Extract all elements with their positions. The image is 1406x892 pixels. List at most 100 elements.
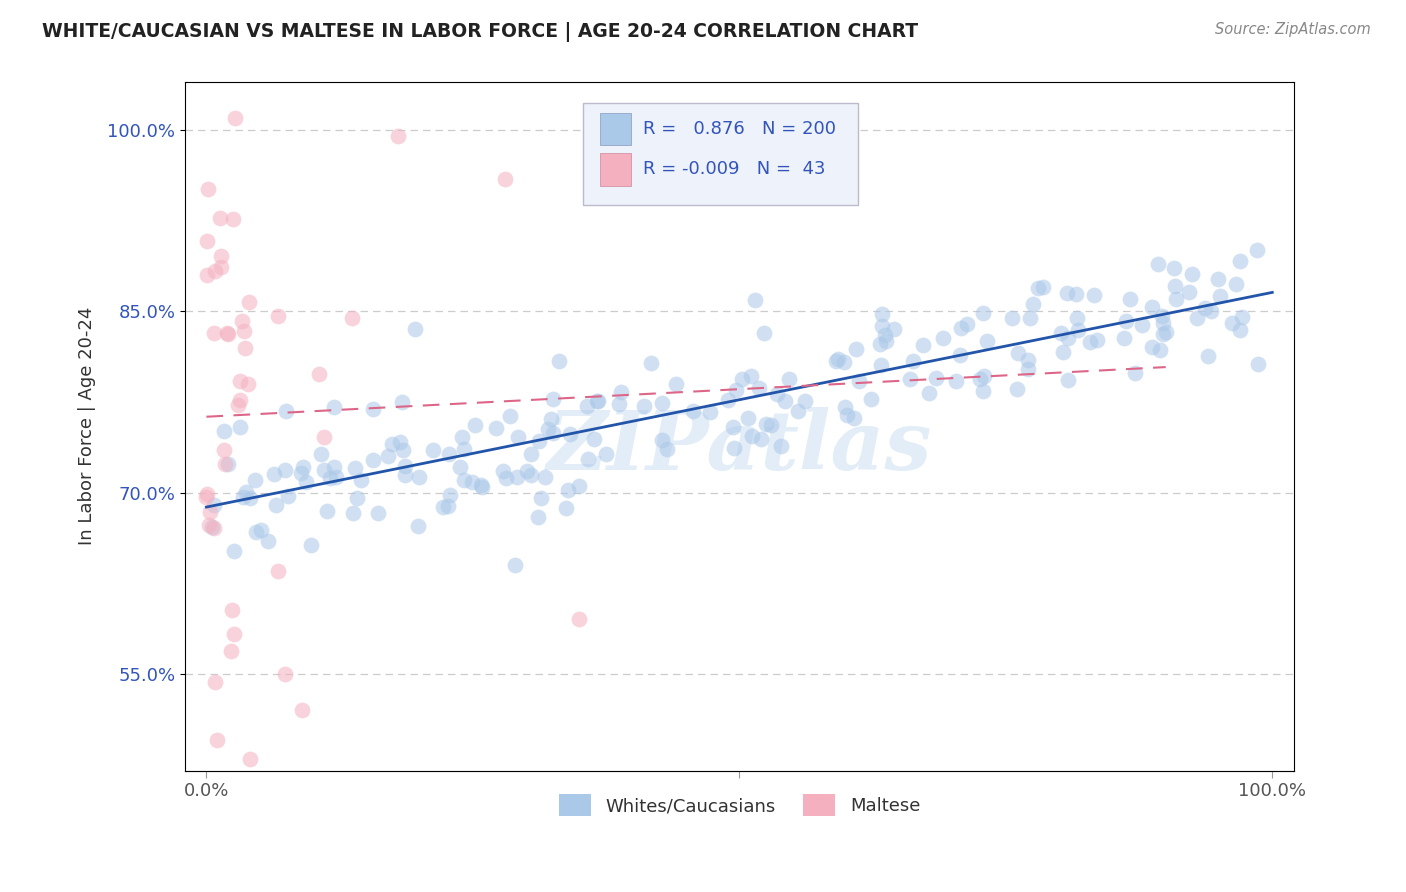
Point bbox=[222, 211, 245, 226]
Legend: Whites/Caucasians, Maltese: Whites/Caucasians, Maltese bbox=[551, 787, 928, 823]
Point bbox=[506, 470, 529, 484]
Point bbox=[787, 403, 810, 417]
Point bbox=[1163, 279, 1185, 293]
Point bbox=[453, 473, 475, 487]
Point bbox=[664, 377, 686, 392]
Point bbox=[340, 310, 363, 325]
Point bbox=[1232, 310, 1254, 325]
Point bbox=[1150, 309, 1173, 323]
Point bbox=[274, 403, 297, 417]
Point bbox=[1085, 334, 1108, 348]
Point bbox=[870, 358, 893, 372]
Point bbox=[717, 393, 740, 408]
Point bbox=[950, 321, 973, 335]
Point bbox=[1123, 366, 1146, 380]
Point bbox=[264, 498, 287, 512]
Point bbox=[555, 501, 578, 516]
Point bbox=[1001, 311, 1024, 326]
Point bbox=[1018, 311, 1040, 326]
Point bbox=[1056, 286, 1078, 301]
Point bbox=[205, 733, 228, 747]
Point bbox=[1118, 292, 1140, 306]
Point bbox=[901, 354, 924, 368]
Point bbox=[391, 395, 413, 409]
Point bbox=[949, 348, 972, 362]
Point bbox=[325, 469, 347, 483]
Point bbox=[311, 447, 333, 461]
Point bbox=[682, 404, 704, 418]
Point bbox=[1152, 327, 1174, 342]
Y-axis label: In Labor Force | Age 20-24: In Labor Force | Age 20-24 bbox=[79, 307, 96, 546]
Point bbox=[506, 430, 529, 444]
Point bbox=[1187, 310, 1209, 325]
Point bbox=[568, 612, 591, 626]
Point bbox=[267, 309, 290, 323]
Point bbox=[1152, 317, 1174, 331]
Point bbox=[748, 381, 770, 395]
Point bbox=[1229, 253, 1251, 268]
Point bbox=[470, 477, 492, 491]
Point bbox=[1052, 345, 1074, 359]
Point bbox=[377, 450, 399, 464]
Point bbox=[725, 383, 748, 397]
Point bbox=[859, 392, 882, 406]
Point bbox=[1246, 243, 1268, 257]
Point bbox=[869, 336, 891, 351]
Point bbox=[266, 564, 288, 578]
Point bbox=[209, 260, 232, 274]
Point bbox=[224, 111, 246, 125]
Point bbox=[1201, 304, 1223, 318]
Point bbox=[1007, 345, 1029, 359]
Point bbox=[238, 294, 260, 309]
Point bbox=[976, 334, 998, 348]
Point bbox=[195, 234, 218, 248]
Point bbox=[195, 490, 218, 504]
Point bbox=[834, 400, 856, 414]
Point bbox=[519, 447, 541, 461]
Point bbox=[1178, 285, 1201, 299]
Point bbox=[492, 464, 515, 478]
Point bbox=[422, 442, 444, 457]
Point bbox=[520, 468, 543, 483]
Point bbox=[204, 675, 226, 690]
Point bbox=[212, 425, 235, 439]
Point bbox=[956, 318, 979, 332]
Point bbox=[232, 490, 254, 504]
Point bbox=[344, 461, 367, 475]
Point bbox=[1021, 297, 1043, 311]
Point bbox=[226, 398, 249, 412]
Point bbox=[651, 433, 673, 447]
Point bbox=[215, 326, 238, 340]
Point bbox=[202, 521, 225, 535]
Point bbox=[755, 417, 778, 431]
Point bbox=[832, 355, 855, 369]
Point bbox=[197, 268, 219, 282]
Point bbox=[229, 392, 252, 407]
Point bbox=[721, 420, 744, 434]
Point bbox=[367, 506, 389, 520]
Text: R =   0.876   N = 200: R = 0.876 N = 200 bbox=[643, 120, 835, 138]
Point bbox=[222, 544, 245, 558]
Point bbox=[197, 182, 219, 196]
Point bbox=[1056, 373, 1078, 387]
Point bbox=[1078, 334, 1101, 349]
Point bbox=[586, 394, 609, 409]
Point bbox=[537, 422, 560, 436]
Point bbox=[361, 402, 384, 417]
Point bbox=[217, 458, 239, 472]
Point bbox=[394, 468, 416, 483]
Point bbox=[494, 171, 516, 186]
Point bbox=[845, 342, 868, 356]
Point bbox=[651, 396, 673, 410]
Point bbox=[1229, 323, 1251, 337]
Point bbox=[342, 507, 364, 521]
Point bbox=[221, 603, 243, 617]
Point bbox=[1112, 331, 1135, 345]
Point bbox=[827, 352, 849, 367]
Point bbox=[312, 430, 335, 444]
Point bbox=[274, 666, 297, 681]
Point bbox=[1083, 288, 1105, 302]
Point bbox=[1194, 301, 1216, 315]
Point bbox=[198, 518, 221, 533]
Point bbox=[257, 534, 280, 549]
